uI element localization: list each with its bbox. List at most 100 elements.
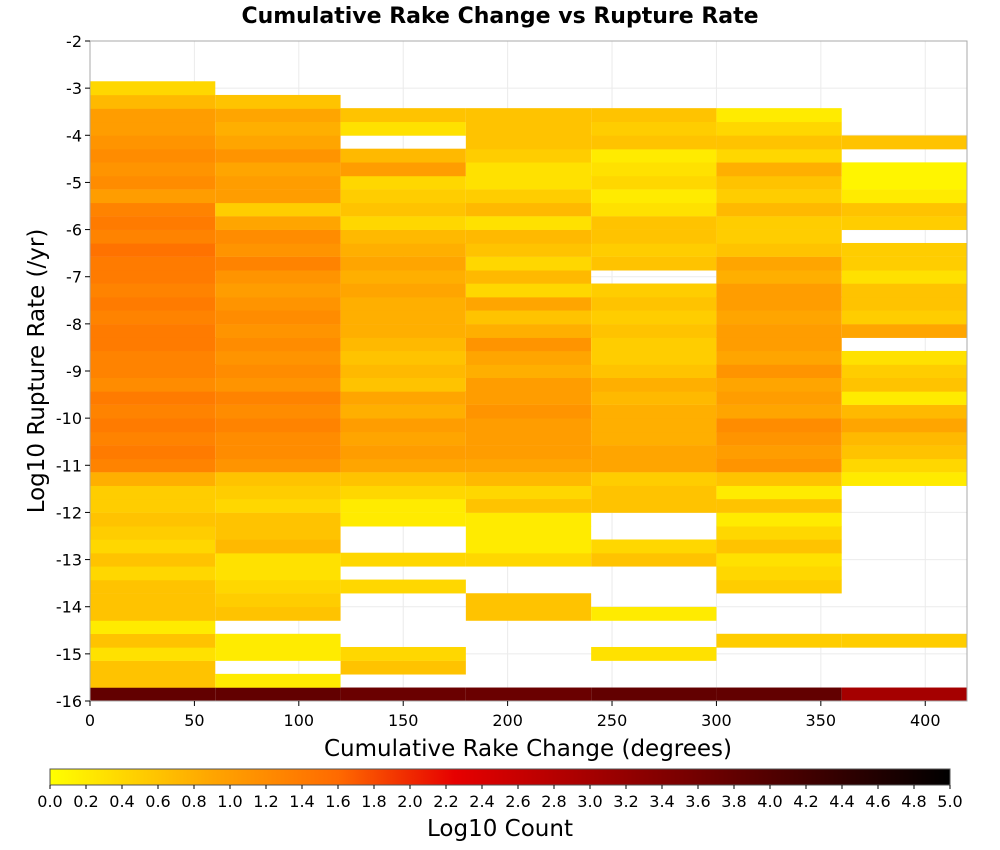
- heatmap-cell: [215, 525, 341, 540]
- heatmap-cell: [591, 216, 717, 230]
- heatmap-cell: [90, 135, 216, 150]
- heatmap-cell: [716, 229, 842, 244]
- heatmap-cell: [716, 579, 842, 594]
- heatmap-cell: [215, 242, 341, 257]
- heatmap-cell: [215, 364, 341, 378]
- heatmap-cell: [591, 189, 717, 204]
- heatmap-cell: [215, 162, 341, 177]
- heatmap-cell: [215, 324, 341, 338]
- heatmap-cell: [465, 350, 592, 365]
- heatmap-cell: [215, 512, 341, 527]
- heatmap-cell: [716, 418, 842, 433]
- heatmap-cell: [90, 472, 216, 486]
- heatmap-cell: [716, 458, 842, 473]
- heatmap-cell: [465, 498, 592, 513]
- heatmap-cell: [215, 94, 341, 109]
- y-axis-ticks: -2 -3 -4 -5 -6 -7 -8 -9 -10 -11 -12 -13 -14 -15 -16: [56, 32, 90, 711]
- heatmap-cell: [841, 633, 967, 648]
- heatmap-cell: [90, 175, 216, 190]
- heatmap-cell: [465, 108, 592, 123]
- heatmap-cell: [90, 687, 216, 702]
- heatmap-cell: [90, 350, 216, 365]
- heatmap-cell: [90, 485, 216, 500]
- heatmap-cell: [716, 324, 842, 338]
- heatmap-cell: [465, 162, 592, 177]
- heatmap-cell: [90, 337, 216, 352]
- heatmap-cell: [465, 431, 592, 446]
- heatmap-cell: [591, 202, 717, 217]
- heatmap-cell: [841, 404, 967, 419]
- colorbar-tick-label: 4.4: [829, 792, 854, 811]
- y-tick-label: -12: [56, 503, 82, 522]
- colorbar-ticks: 0.0 0.2 0.4 0.6 0.8 1.0 1.2 1.4 1.6 1.8 2.0 2.2 2.4 2…: [37, 785, 963, 811]
- heatmap-cell: [215, 687, 341, 702]
- y-tick-label: -15: [56, 645, 82, 664]
- heatmap-cell: [716, 283, 842, 298]
- heatmap-cell: [90, 673, 216, 688]
- heatmap-cell: [841, 256, 967, 271]
- heatmap-cell: [465, 458, 592, 473]
- heatmap-cell: [90, 121, 216, 136]
- heatmap-cell: [340, 458, 466, 473]
- heatmap-cell: [340, 202, 466, 217]
- heatmap-cell: [716, 135, 842, 150]
- heatmap-cell: [90, 404, 216, 419]
- heatmap-cell: [340, 242, 466, 257]
- heatmap-cell: [215, 606, 341, 621]
- heatmap-cell: [841, 189, 967, 204]
- heatmap-cell: [340, 283, 466, 298]
- heatmap-cell: [465, 256, 592, 271]
- heatmap-cell: [215, 296, 341, 311]
- colorbar-tick-label: 2.8: [541, 792, 566, 811]
- heatmap-cell: [215, 377, 341, 392]
- heatmap-cell: [716, 189, 842, 204]
- heatmap-cell: [340, 646, 466, 661]
- heatmap-cell: [340, 687, 466, 702]
- y-tick-label: -4: [66, 126, 82, 145]
- colorbar-tick-label: 0.8: [181, 792, 206, 811]
- y-tick-label: -10: [56, 409, 82, 428]
- heatmap-cell: [340, 350, 466, 365]
- heatmap-cell: [716, 364, 842, 378]
- heatmap-cell: [841, 431, 967, 446]
- colorbar-tick-label: 1.6: [325, 792, 350, 811]
- heatmap-cell: [716, 202, 842, 217]
- heatmap-cell: [215, 418, 341, 433]
- heatmap-cell: [340, 229, 466, 244]
- heatmap-cell: [90, 310, 216, 325]
- heatmap-cell: [591, 229, 717, 244]
- heatmap-cell: [591, 391, 717, 405]
- heatmap-cell: [215, 189, 341, 204]
- heatmap-cell: [90, 525, 216, 540]
- heatmap-cell: [340, 498, 466, 513]
- colorbar-tick-label: 3.4: [649, 792, 674, 811]
- heatmap-cell: [90, 445, 216, 460]
- heatmap-cell: [465, 539, 592, 554]
- x-axis-label: Cumulative Rake Change (degrees): [324, 736, 732, 762]
- heatmap-cell: [90, 269, 216, 284]
- heatmap-cell: [465, 148, 592, 163]
- heatmap-cell: [716, 498, 842, 513]
- heatmap-cell: [465, 445, 592, 460]
- heatmap-cell: [215, 350, 341, 365]
- heatmap-cell: [465, 189, 592, 204]
- heatmap-cell: [465, 364, 592, 378]
- heatmap-cell: [340, 364, 466, 378]
- heatmap-cell: [90, 566, 216, 581]
- heatmap-cell: [465, 337, 592, 352]
- colorbar-tick-label: 2.6: [505, 792, 530, 811]
- heatmap-cell: [716, 525, 842, 540]
- heatmap-cell: [340, 472, 466, 486]
- heatmap-cell: [716, 216, 842, 230]
- heatmap-cell: [465, 242, 592, 257]
- heatmap-cell: [841, 472, 967, 486]
- heatmap-cell: [716, 539, 842, 554]
- heatmap-cell: [465, 229, 592, 244]
- heatmap-cell: [465, 525, 592, 540]
- heatmap-cell: [90, 162, 216, 177]
- y-tick-label: -6: [66, 221, 82, 240]
- heatmap-cell: [215, 256, 341, 271]
- heatmap-cell: [716, 431, 842, 446]
- heatmap-cell: [90, 202, 216, 217]
- heatmap-cell: [841, 687, 967, 702]
